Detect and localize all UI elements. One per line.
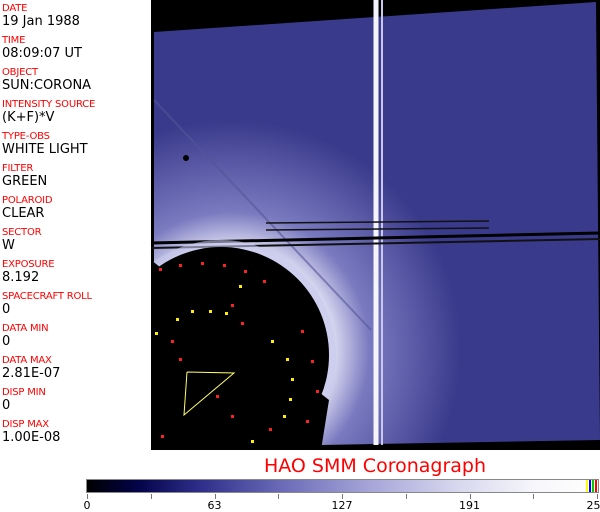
field-label: POLAROID [2, 195, 53, 206]
header-field: SPACECRAFT ROLL 0 [2, 291, 92, 317]
header-panel: DATE 19 Jan 1988 TIME 08:09:07 UT OBJECT SUN:… [0, 0, 151, 450]
colorbar-tick [278, 494, 280, 499]
field-value: 19 Jan 1988 [2, 14, 80, 29]
field-label: SPACECRAFT ROLL [2, 291, 92, 302]
header-field: TIME 08:09:07 UT [2, 35, 82, 61]
field-value: 08:09:07 UT [2, 46, 82, 61]
field-value: SUN:CORONA [2, 78, 92, 93]
field-label: DISP MAX [2, 419, 49, 430]
header-field: POLAROID CLEAR [2, 195, 53, 221]
header-field: DISP MAX 1.00E-08 [2, 419, 60, 445]
colorbar-tick [469, 494, 471, 499]
field-value: 2.81E-07 [2, 366, 61, 381]
field-value: W [2, 238, 15, 253]
header-field: SECTOR W [2, 227, 42, 253]
header-field: FILTER GREEN [2, 163, 47, 189]
coronagraph-image [106, 0, 600, 470]
field-value: 0 [2, 334, 11, 349]
colorbar-tick-label: 0 [83, 499, 91, 512]
field-label: DATA MAX [2, 355, 52, 366]
field-value: 8.192 [2, 270, 40, 285]
field-label: TYPE-OBS [2, 131, 50, 142]
field-value: 0 [2, 302, 11, 317]
header-field: INTENSITY SOURCE (K+F)*V [2, 99, 95, 125]
field-value: (K+F)*V [2, 110, 55, 125]
colorbar-tick-label: 127 [331, 499, 353, 512]
colorbar-tick [405, 494, 407, 499]
field-value: 1.00E-08 [2, 430, 61, 445]
colorbar-tick-label: 191 [459, 499, 480, 512]
colorbar-tick [87, 494, 88, 499]
field-label: SECTOR [2, 227, 42, 238]
header-field: DATA MAX 2.81E-07 [2, 355, 60, 381]
colorbar-tick [214, 494, 216, 499]
header-field: EXPOSURE 8.192 [2, 259, 55, 285]
header-field: DATE 19 Jan 1988 [2, 3, 80, 29]
field-label: OBJECT [2, 67, 38, 78]
field-label: DATE [2, 3, 28, 14]
field-value: GREEN [2, 174, 48, 189]
header-field: TYPE-OBS WHITE LIGHT [2, 131, 88, 157]
field-label: EXPOSURE [2, 259, 55, 270]
header-field: OBJECT SUN:CORONA [2, 67, 91, 93]
header-field: DATA MIN 0 [2, 323, 49, 349]
header-field: DISP MIN 0 [2, 387, 46, 413]
colorbar-tick [150, 494, 152, 499]
field-value: WHITE LIGHT [2, 142, 88, 157]
field-value: 0 [2, 398, 11, 413]
field-label: FILTER [2, 163, 34, 174]
colorbar-tick-label: 255 [586, 499, 600, 512]
colorbar-tick [342, 494, 343, 499]
field-label: DISP MIN [2, 387, 46, 398]
field-label: DATA MIN [2, 323, 49, 334]
plot-title: HAO SMM Coronagraph [263, 455, 487, 477]
colorbar-tick [597, 494, 598, 499]
field-value: CLEAR [2, 206, 45, 221]
colorbar [86, 479, 599, 493]
colorbar-tick-label: 63 [207, 499, 222, 512]
field-label: TIME [2, 35, 26, 46]
field-label: INTENSITY SOURCE [2, 99, 96, 110]
colorbar-tick [533, 494, 535, 499]
